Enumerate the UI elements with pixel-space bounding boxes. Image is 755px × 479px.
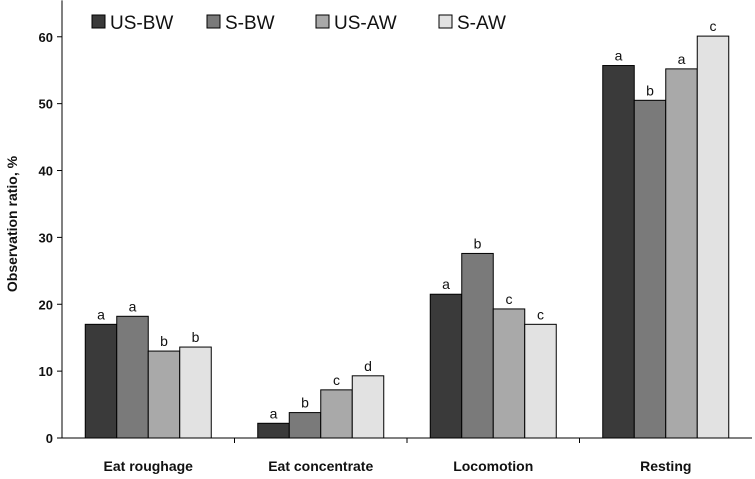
y-tick-label: 40 bbox=[39, 164, 53, 179]
legend: US-BW S-BW US-AW S-AW bbox=[91, 13, 506, 34]
significance-letter: b bbox=[646, 82, 654, 98]
legend-label: S-BW bbox=[225, 13, 275, 34]
bar-s-aw-2 bbox=[524, 323, 557, 439]
significance-letters: a a b b a b c d a b c c a b a c bbox=[97, 18, 716, 421]
bar-us-aw-1 bbox=[320, 389, 353, 439]
significance-letter: a bbox=[678, 51, 686, 67]
bar-s-aw-1 bbox=[351, 375, 385, 439]
bar-us-bw-3 bbox=[602, 65, 635, 439]
x-category-label: Resting bbox=[640, 458, 691, 474]
bar-us-aw-0 bbox=[147, 350, 181, 439]
significance-letter: d bbox=[364, 358, 372, 374]
legend-item: S-BW bbox=[206, 13, 275, 34]
significance-letter: a bbox=[442, 276, 450, 292]
bar-us-aw-3 bbox=[665, 68, 698, 439]
significance-letter: b bbox=[474, 235, 482, 251]
legend-swatch bbox=[315, 14, 330, 29]
significance-letter: a bbox=[129, 298, 137, 314]
axes bbox=[61, 0, 752, 443]
significance-letter: a bbox=[97, 306, 105, 322]
significance-letter: a bbox=[270, 405, 278, 421]
legend-swatch bbox=[438, 14, 453, 29]
bar-s-aw-0 bbox=[179, 346, 212, 439]
y-tick-label: 10 bbox=[39, 364, 53, 379]
legend-label: US-BW bbox=[110, 13, 173, 34]
legend-label: S-AW bbox=[457, 13, 506, 34]
bar-s-bw-0 bbox=[116, 315, 149, 439]
significance-letter: b bbox=[301, 395, 309, 411]
y-axis-title: Observation ratio, % bbox=[4, 155, 20, 292]
significance-letter: c bbox=[710, 18, 717, 34]
y-tick-label: 60 bbox=[39, 30, 53, 45]
bar-s-bw-1 bbox=[288, 412, 322, 439]
legend-item: US-BW bbox=[91, 13, 173, 34]
legend-swatch bbox=[91, 14, 106, 29]
bar-s-aw-3 bbox=[696, 35, 730, 439]
bar-s-bw-2 bbox=[461, 252, 494, 439]
legend-item: US-AW bbox=[315, 13, 397, 34]
y-tick-label: 50 bbox=[39, 97, 53, 112]
significance-letter: c bbox=[333, 372, 340, 388]
significance-letter: a bbox=[615, 48, 623, 64]
y-axis-ticks: 0 10 20 30 40 50 60 bbox=[39, 30, 62, 446]
y-tick-label: 20 bbox=[39, 297, 53, 312]
bars bbox=[84, 35, 730, 439]
bar-us-bw-0 bbox=[84, 323, 118, 439]
x-category-label: Eat concentrate bbox=[268, 458, 373, 474]
legend-label: US-AW bbox=[334, 13, 397, 34]
y-tick-label: 30 bbox=[39, 230, 53, 245]
x-category-label: Eat roughage bbox=[104, 458, 194, 474]
bar-us-aw-2 bbox=[492, 308, 526, 439]
category-labels: Eat roughage Eat concentrate Locomotion Res… bbox=[104, 458, 692, 474]
bar-s-bw-3 bbox=[633, 99, 667, 439]
significance-letter: b bbox=[192, 329, 200, 345]
significance-letter: c bbox=[537, 306, 544, 322]
bar-us-bw-1 bbox=[257, 422, 290, 439]
legend-swatch bbox=[206, 14, 221, 29]
legend-item: S-AW bbox=[438, 13, 506, 34]
x-category-label: Locomotion bbox=[453, 458, 533, 474]
bar-us-bw-2 bbox=[429, 293, 463, 439]
y-tick-label: 0 bbox=[46, 431, 53, 446]
significance-letter: c bbox=[506, 291, 513, 307]
significance-letter: b bbox=[160, 333, 168, 349]
